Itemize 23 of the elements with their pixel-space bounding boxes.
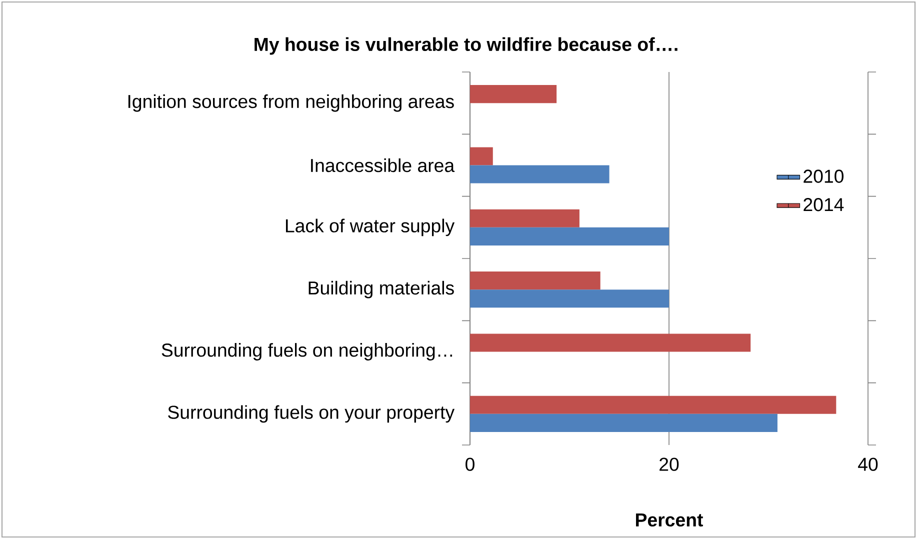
bar — [470, 85, 557, 104]
chart-title: My house is vulnerable to wildfire because of…. — [254, 37, 678, 55]
bar — [470, 414, 778, 432]
bar — [470, 165, 610, 184]
bar — [470, 396, 836, 414]
x-tick-label: 20 — [660, 458, 679, 471]
x-tick-label: 40 — [858, 458, 878, 471]
bar — [470, 272, 600, 290]
y-tick-label: Surrounding fuels on your property — [168, 405, 455, 423]
bar — [470, 147, 493, 166]
y-tick-label: Surrounding fuels on neighboring… — [162, 343, 452, 360]
bar — [470, 227, 670, 246]
y-tick-label: Ignition sources from neighboring areas — [128, 94, 454, 112]
bar — [470, 334, 751, 352]
x-axis-title: Percent — [636, 513, 704, 527]
bar — [470, 209, 580, 228]
legend-label: 2014 — [804, 198, 844, 212]
y-tick-label: Building materials — [308, 280, 454, 298]
bar — [470, 290, 670, 308]
x-tick-label: 0 — [466, 458, 474, 471]
y-tick-label: Inaccessible area — [311, 158, 455, 172]
legend-label: 2010 — [804, 170, 844, 183]
y-tick-label: Lack of water supply — [286, 218, 455, 236]
